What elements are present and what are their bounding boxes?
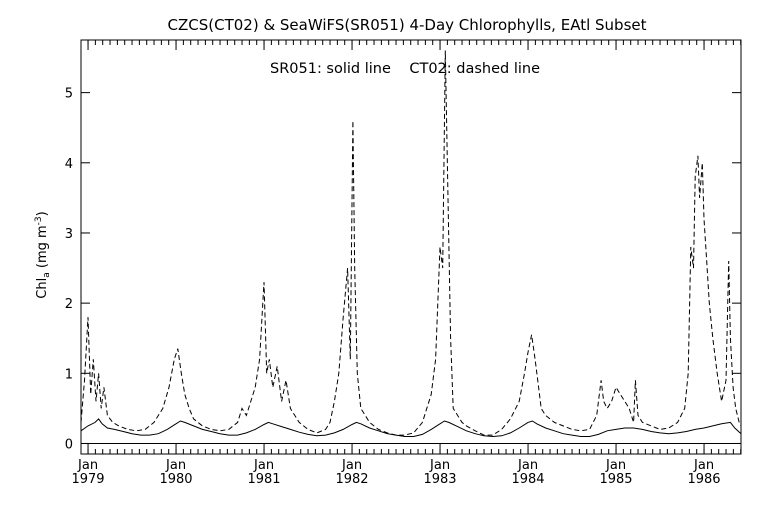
ylabel-main: Chl [35,278,50,299]
x-tick-month-label: Jan [693,458,714,473]
series-line-ct02 [80,50,742,436]
x-tick-month-label: Jan [77,458,98,473]
x-tick-year-label: 1981 [247,472,280,487]
y-axis-label: Chla (mg m-3) [34,211,52,298]
legend-annotation: SR051: solid line CT02: dashed line [270,61,540,77]
ylabel-subscript: a [42,272,52,278]
x-tick-year-label: 1986 [687,472,720,487]
x-tick-month-label: Jan [517,458,538,473]
plot-frame [80,39,742,455]
ylabel-close: ) [35,211,50,216]
x-tick-year-label: 1984 [511,472,544,487]
series-line-sr051 [80,418,742,438]
x-tick-month-label: Jan [429,458,450,473]
y-tick-label: 4 [65,157,73,172]
x-tick-month-label: Jan [341,458,362,473]
x-tick-month-label: Jan [253,458,274,473]
x-tick-year-label: 1982 [335,472,368,487]
x-tick-month-label: Jan [605,458,626,473]
chart-title: CZCS(CT02) & SeaWiFS(SR051) 4-Day Chloro… [168,16,647,34]
y-tick-label: 3 [65,227,73,242]
x-tick-year-label: 1980 [159,472,192,487]
svg-text:Chla (mg m-3): Chla (mg m-3) [34,211,52,298]
x-tick-year-label: 1985 [599,472,632,487]
ylabel-exponent: -3 [34,216,44,225]
ylabel-unit: (mg m [35,225,50,268]
x-tick-year-label: 1983 [423,472,456,487]
y-tick-label: 2 [65,297,73,312]
y-tick-label: 1 [65,367,73,382]
x-tick-month-label: Jan [165,458,186,473]
y-tick-label: 0 [65,437,73,452]
y-tick-label: 5 [65,87,73,102]
x-tick-year-label: 1979 [71,472,104,487]
